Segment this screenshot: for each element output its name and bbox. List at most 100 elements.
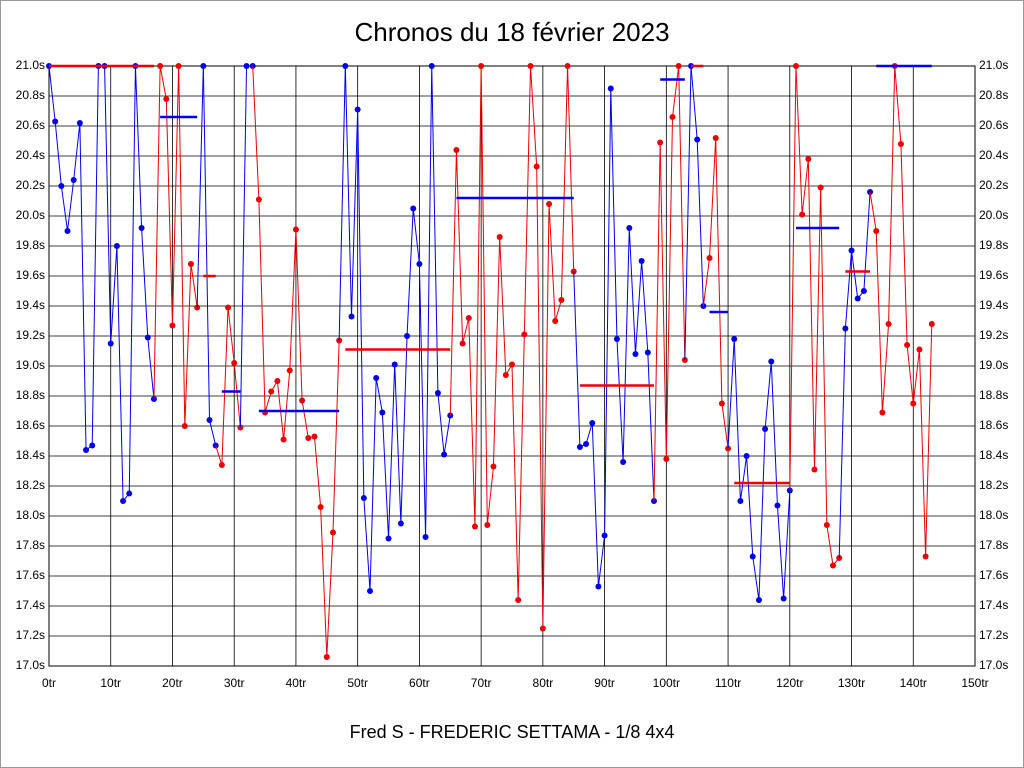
y-tick-label: 18.2s bbox=[16, 478, 45, 492]
y-tick-label: 19.8s bbox=[16, 238, 45, 252]
lap-point bbox=[632, 351, 639, 357]
y-tick-label: 19.8s bbox=[979, 238, 1008, 252]
lap-point bbox=[644, 349, 651, 356]
stint-line bbox=[875, 65, 933, 557]
stint-line bbox=[733, 338, 791, 601]
connector bbox=[252, 65, 260, 200]
stint-line bbox=[795, 65, 840, 567]
stint-line bbox=[221, 307, 241, 466]
lap-point bbox=[885, 321, 892, 327]
lap-point bbox=[595, 583, 602, 590]
lap-point bbox=[916, 346, 923, 353]
lap-point bbox=[521, 331, 528, 338]
y-tick-label: 17.0s bbox=[16, 658, 45, 672]
y-tick-label: 17.2s bbox=[979, 628, 1008, 642]
lap-point bbox=[299, 397, 306, 404]
y-tick-label: 17.4s bbox=[979, 598, 1008, 612]
stint-line bbox=[344, 65, 451, 592]
connector bbox=[449, 149, 457, 416]
y-tick-label: 18.6s bbox=[16, 418, 45, 432]
x-tick-label: 110tr bbox=[715, 676, 741, 690]
lap-point bbox=[292, 226, 299, 233]
lap-point bbox=[441, 451, 448, 458]
lap-point bbox=[76, 120, 83, 126]
lap-point bbox=[416, 261, 423, 267]
x-tick-label: 100tr bbox=[653, 676, 680, 690]
y-tick-label: 17.4s bbox=[16, 598, 45, 612]
lap-point bbox=[509, 361, 515, 368]
connector bbox=[702, 257, 711, 307]
lap-point bbox=[638, 258, 645, 264]
lap-point bbox=[811, 466, 818, 473]
connector bbox=[215, 445, 223, 466]
lap-point bbox=[323, 654, 330, 660]
y-tick-label: 18.4s bbox=[979, 448, 1008, 462]
lap-point bbox=[175, 63, 182, 69]
lap-point bbox=[904, 342, 911, 348]
lap-point bbox=[478, 63, 485, 69]
lap-point bbox=[768, 358, 775, 365]
lap-point bbox=[854, 295, 861, 302]
connector bbox=[838, 328, 846, 559]
lap-point bbox=[163, 96, 170, 102]
lap-point bbox=[755, 597, 762, 603]
y-tick-label: 19.4s bbox=[979, 298, 1008, 312]
lap-point bbox=[200, 63, 207, 69]
lap-point bbox=[354, 106, 361, 113]
lap-point bbox=[496, 234, 503, 240]
lap-point bbox=[799, 211, 806, 218]
lap-point bbox=[126, 490, 133, 497]
y-tick-label: 17.6s bbox=[979, 568, 1008, 582]
lap-point bbox=[490, 463, 497, 470]
lap-point bbox=[737, 498, 744, 504]
y-tick-label: 17.8s bbox=[16, 538, 45, 552]
y-tick-label: 18.4s bbox=[16, 448, 45, 462]
lap-point bbox=[879, 409, 886, 416]
x-tick-label: 50tr bbox=[347, 676, 368, 690]
lap-point bbox=[546, 201, 553, 207]
lap-point bbox=[120, 498, 127, 504]
y-tick-label: 20.4s bbox=[979, 148, 1008, 162]
y-tick-label: 20.4s bbox=[16, 148, 45, 162]
lap-point bbox=[533, 163, 540, 170]
lap-point bbox=[58, 183, 65, 189]
lap-point bbox=[601, 532, 608, 539]
lap-point bbox=[743, 453, 750, 459]
y-tick-label: 18.8s bbox=[16, 388, 45, 402]
y-tick-label: 20.6s bbox=[979, 118, 1008, 132]
lap-point bbox=[144, 334, 151, 341]
lap-point bbox=[206, 417, 213, 423]
lap-point bbox=[922, 553, 929, 560]
y-tick-label: 20.6s bbox=[16, 118, 45, 132]
lap-point bbox=[286, 367, 293, 374]
lap-point bbox=[218, 462, 225, 468]
lap-point bbox=[459, 340, 466, 347]
lap-point bbox=[379, 409, 386, 416]
lap-point bbox=[657, 139, 664, 146]
lap-point bbox=[663, 456, 670, 462]
lap-point bbox=[712, 135, 719, 141]
connector bbox=[153, 65, 161, 400]
lap-point bbox=[576, 444, 583, 450]
lap-point bbox=[305, 435, 312, 441]
lap-point bbox=[89, 442, 96, 449]
y-tick-label: 17.0s bbox=[979, 658, 1008, 672]
lap-point bbox=[873, 228, 880, 234]
y-tick-label: 18.6s bbox=[979, 418, 1008, 432]
lap-point bbox=[552, 318, 559, 324]
connector bbox=[573, 271, 581, 448]
lap-point bbox=[83, 447, 90, 453]
lap-point bbox=[589, 420, 596, 426]
lap-point bbox=[453, 147, 460, 153]
connector bbox=[239, 65, 248, 428]
x-tick-label: 30tr bbox=[224, 676, 245, 690]
x-tick-label: 150tr bbox=[961, 676, 988, 690]
x-tick-label: 140tr bbox=[900, 676, 927, 690]
lap-point bbox=[706, 255, 713, 261]
y-tick-label: 18.8s bbox=[979, 388, 1008, 402]
lap-point bbox=[434, 390, 441, 396]
lap-point bbox=[391, 361, 398, 368]
lap-point bbox=[928, 321, 935, 327]
lap-point bbox=[187, 261, 194, 267]
x-tick-label: 40tr bbox=[286, 676, 307, 690]
